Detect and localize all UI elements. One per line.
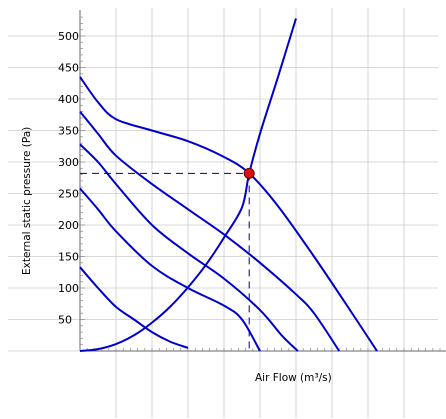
fan-curve-5 (79, 266, 189, 349)
y-tick-label: 50 (58, 314, 72, 327)
system-curve (79, 18, 297, 352)
y-tick-label: 300 (58, 156, 79, 169)
y-tick-label: 350 (58, 125, 79, 138)
fan-curve-2 (79, 110, 341, 352)
y-tick-label: 450 (58, 62, 79, 75)
y-tick-label: 250 (58, 188, 79, 201)
fan-curve-4 (79, 187, 261, 352)
operating-point (243, 167, 255, 179)
x-axis-title: Air Flow (m³/s) (255, 372, 332, 384)
y-tick-label: 150 (58, 251, 79, 264)
y-tick-label: 200 (58, 219, 79, 232)
y-tick-label: 100 (58, 282, 79, 295)
y-tick-labels: 50 100 150 200 250 300 350 400 450 500 (58, 30, 79, 327)
series-lines (79, 18, 378, 352)
y-tick-label: 500 (58, 30, 79, 43)
y-tick-label: 400 (58, 93, 79, 106)
y-axis-title: External static pressure (Pa) (21, 127, 33, 275)
operating-point-group (80, 167, 255, 351)
fan-curve-3 (79, 143, 299, 352)
axes (79, 10, 446, 352)
fan-curve-1 (79, 76, 378, 352)
